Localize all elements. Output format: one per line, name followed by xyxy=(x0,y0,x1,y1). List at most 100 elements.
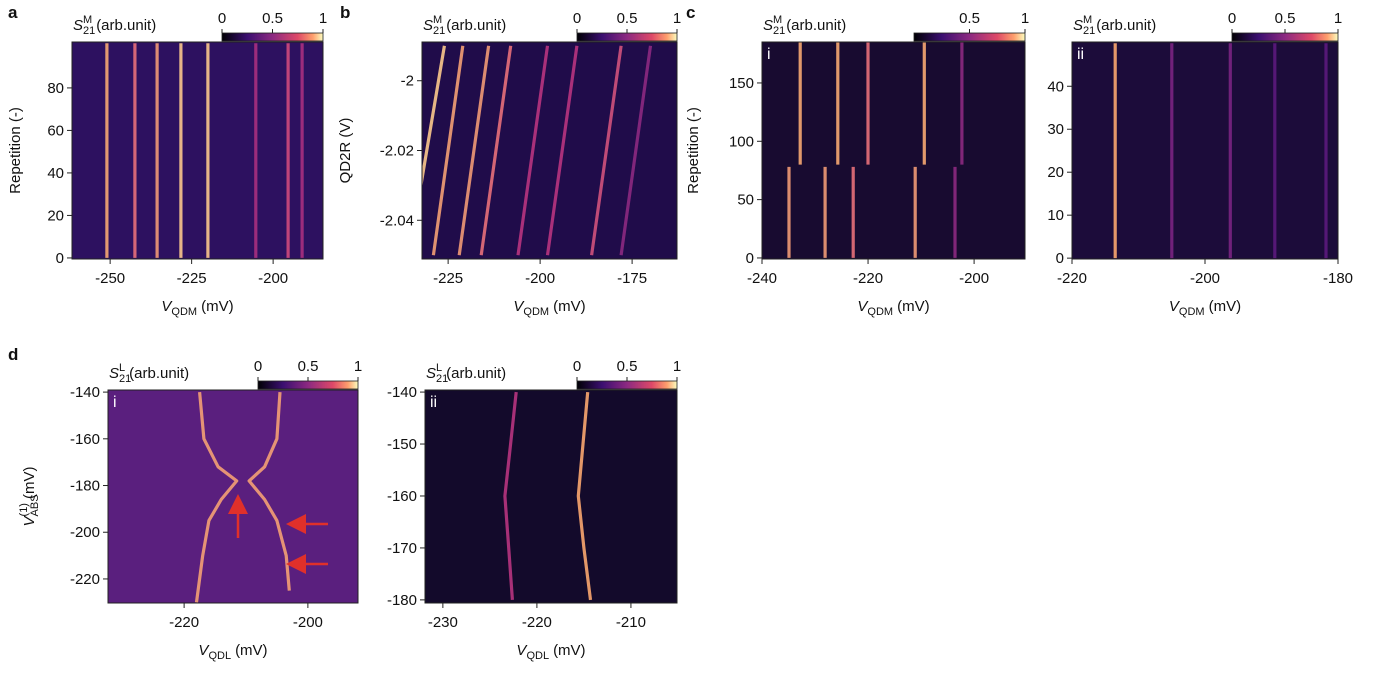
x-tick-label: -200 xyxy=(959,270,989,287)
x-axis-label-sub: QDM xyxy=(523,306,549,318)
heatmap-background xyxy=(762,42,1025,259)
y-tick-label: -180 xyxy=(387,592,417,609)
colorbar-label-sub: 21 xyxy=(83,25,95,37)
traces xyxy=(422,45,653,256)
y-axis-label: VABS(1) (mV) xyxy=(18,467,41,527)
colorbar-label-sup: M xyxy=(773,14,782,26)
y-axis-label-unit: (mV) xyxy=(21,467,38,500)
x-tick-label: -225 xyxy=(433,270,463,287)
colorbar-label: S21M (arb.unit) xyxy=(73,14,156,37)
trace xyxy=(545,45,579,256)
y-tick-label: 20 xyxy=(47,207,64,224)
y-tick-label: 150 xyxy=(729,75,754,92)
heatmap-background xyxy=(72,42,323,259)
x-axis-label-sub: QDL xyxy=(526,650,549,662)
x-tick-label: -220 xyxy=(522,614,552,631)
colorbar-label-symbol: S xyxy=(763,17,773,34)
panel-letter: c xyxy=(686,3,695,22)
colorbar xyxy=(576,32,678,42)
x-tick-label: -200 xyxy=(293,614,323,631)
x-axis-label: VQDL (mV) xyxy=(516,642,585,662)
inner-label: ii xyxy=(1077,46,1084,63)
trace xyxy=(503,391,518,601)
trace xyxy=(619,45,653,256)
trace xyxy=(247,391,291,591)
x-axis-label-unit: (mV) xyxy=(235,642,268,659)
colorbar-tick-label: 1 xyxy=(354,358,362,375)
x-tick-label: -225 xyxy=(177,270,207,287)
inner-label: ii xyxy=(430,394,437,411)
colorbar-label-sub: 21 xyxy=(773,25,785,37)
x-axis-label-sub: QDM xyxy=(1179,306,1205,318)
y-tick-label: -220 xyxy=(70,571,100,588)
y-tick-label: 10 xyxy=(1047,207,1064,224)
colorbar-tick-label: 0 xyxy=(218,10,226,27)
y-tick-label: 60 xyxy=(47,122,64,139)
colorbar-tick-label: 0.5 xyxy=(617,358,638,375)
colorbar-label-symbol: S xyxy=(73,17,83,34)
traces xyxy=(503,391,593,601)
x-axis-label: VQDM (mV) xyxy=(857,298,929,318)
colorbar-tick-label: 0.5 xyxy=(298,358,319,375)
traces xyxy=(787,42,964,258)
y-axis-label: Repetition (-) xyxy=(685,107,702,194)
trace xyxy=(576,391,593,601)
traces xyxy=(1113,43,1328,259)
colorbar-label-symbol: S xyxy=(426,365,436,382)
x-axis-label-unit: (mV) xyxy=(553,642,586,659)
colorbar-label-sub: 21 xyxy=(433,25,445,37)
heatmap-background xyxy=(425,390,677,603)
x-tick-label: -220 xyxy=(1057,270,1087,287)
x-axis-label-symbol: V xyxy=(516,642,528,659)
colorbar-label: S21M (arb.unit) xyxy=(1073,14,1156,37)
panel-letter: d xyxy=(8,345,18,364)
trace xyxy=(457,45,491,256)
colorbar-tick-label: 1 xyxy=(673,10,681,27)
plot-frame xyxy=(424,389,678,604)
x-tick-label: -230 xyxy=(428,614,458,631)
colorbar-tick-label: 1 xyxy=(319,10,327,27)
y-tick-label: 50 xyxy=(737,192,754,209)
colorbar xyxy=(257,380,359,390)
colorbar xyxy=(913,32,1026,42)
y-tick-label: -160 xyxy=(387,488,417,505)
x-axis-label-symbol: V xyxy=(198,642,210,659)
y-tick-label: 0 xyxy=(1056,250,1064,267)
x-tick-label: -220 xyxy=(169,614,199,631)
y-tick-label: -150 xyxy=(387,436,417,453)
x-tick-label: -250 xyxy=(95,270,125,287)
x-axis-label-unit: (mV) xyxy=(1209,298,1242,315)
colorbar-label: S21L (arb.unit) xyxy=(426,362,506,385)
colorbar-tick-label: 0.5 xyxy=(262,10,283,27)
colorbar-label-sup: M xyxy=(83,14,92,26)
x-axis-label-unit: (mV) xyxy=(553,298,586,315)
colorbar-label-sub: 21 xyxy=(119,373,131,385)
x-tick-label: -200 xyxy=(1190,270,1220,287)
x-axis-label: VQDL (mV) xyxy=(198,642,267,662)
colorbar-tick-label: 0 xyxy=(1228,10,1236,27)
x-axis-label-sub: QDM xyxy=(171,306,197,318)
y-tick-label: 40 xyxy=(47,165,64,182)
y-tick-label: 80 xyxy=(47,80,64,97)
x-axis-label-symbol: V xyxy=(161,298,173,315)
x-axis-label-sub: QDM xyxy=(867,306,893,318)
plot-frame xyxy=(71,41,324,260)
y-tick-label: -2.04 xyxy=(380,212,414,229)
y-tick-label: -200 xyxy=(70,524,100,541)
trace xyxy=(422,45,446,189)
colorbar-label-symbol: S xyxy=(109,365,119,382)
colorbar-tick-label: 0 xyxy=(573,358,581,375)
colorbar-tick-label: 1 xyxy=(673,358,681,375)
x-tick-label: -200 xyxy=(258,270,288,287)
x-axis-label-unit: (mV) xyxy=(897,298,930,315)
x-axis-label: VQDM (mV) xyxy=(513,298,585,318)
trace xyxy=(590,45,623,256)
y-tick-label: -2.02 xyxy=(380,143,414,160)
colorbar-label-unit: (arb.unit) xyxy=(129,365,189,382)
colorbar-label-symbol: S xyxy=(1073,17,1083,34)
y-axis-label: Repetition (-) xyxy=(7,107,24,194)
x-axis-label: VQDM (mV) xyxy=(1169,298,1241,318)
traces xyxy=(194,391,291,603)
